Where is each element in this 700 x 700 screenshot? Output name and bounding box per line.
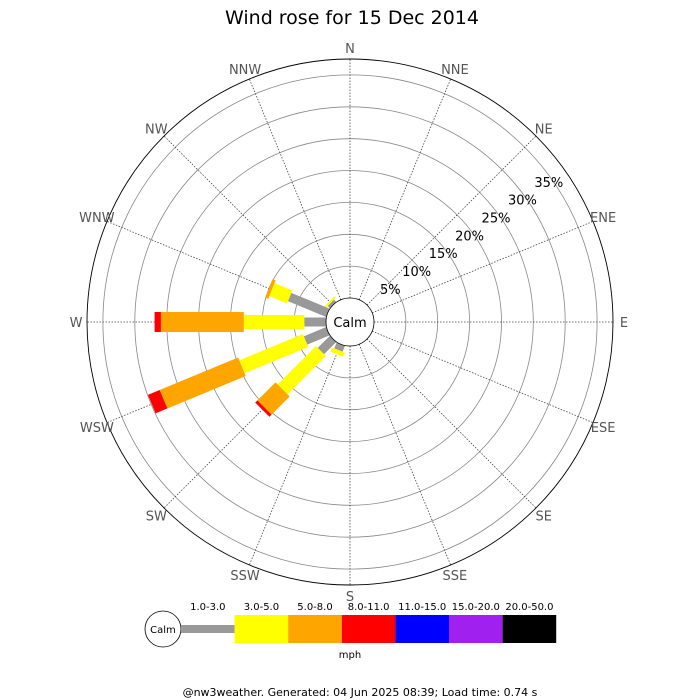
bar-wsw-bin-4 [147,389,168,414]
spoke-ssw [248,344,342,566]
legend-swatch-7 [502,615,557,643]
bar-wnw-bin-1 [287,292,330,317]
direction-label-nnw: NNW [229,63,261,78]
legend-label-2: 3.0-5.0 [244,602,279,613]
spoke-ese [372,330,594,424]
direction-label-ne: NE [535,122,553,137]
direction-label-sse: SSE [443,569,468,584]
direction-label-s: S [346,590,354,605]
spoke-se [366,338,537,509]
direction-label-ssw: SSW [230,569,260,584]
direction-label-se: SE [535,510,551,525]
spoke-sse [358,344,452,566]
spoke-nw [163,135,334,306]
legend-swatch-5 [395,615,449,643]
legend-swatch-4 [341,615,396,643]
direction-label-nne: NNE [441,63,469,78]
ring-label-7: 35% [534,176,563,191]
legend-unit: mph [339,650,361,661]
direction-label-wsw: WSW [80,421,114,436]
outer-ring [86,58,614,586]
direction-label-ene: ENE [590,211,616,226]
direction-labels: N NNE NE ENE E ESE SE SSE S SSW SW WSW W WNW NW NNW [70,42,629,605]
grid-ring-6 [134,106,566,538]
bar-wnw-bin-3 [265,279,276,299]
legend-swatch-1 [181,625,235,633]
wind-bars [147,279,345,417]
bar-wsw-bin-3 [159,357,246,409]
direction-label-w: W [70,316,83,331]
legend-label-5: 11.0-15.0 [398,602,446,613]
direction-label-n: N [345,42,355,57]
ring-label-3: 15% [429,247,458,262]
bar-wnw-bin-2 [269,283,293,304]
calm-label: Calm [333,316,366,331]
chart-title: Wind rose for 15 Dec 2014 [225,7,479,29]
calm-center: Calm [325,297,375,347]
legend-label-3: 5.0-8.0 [297,602,332,613]
direction-label-sw: SW [146,510,167,525]
legend-swatch-2 [234,615,289,643]
bar-sw-bin-3 [257,382,290,415]
legend-swatch-6 [449,615,503,643]
bar-sw-bin-1 [317,335,337,355]
bar-ssw-bin-2 [330,347,345,357]
bar-sw-bin-2 [277,346,326,395]
legend-label-6: 15.0-20.0 [452,602,500,613]
legend-label-7: 20.0-50.0 [505,602,553,613]
ring-label-1: 5% [380,283,401,298]
calm-circle [325,297,375,347]
legend-items: 1.0-3.0 3.0-5.0 5.0-8.0 8.0-11.0 11.0-15.0 15… [181,602,557,643]
ring-label-4: 20% [455,229,484,244]
bar-wsw-bin-1 [303,327,330,345]
direction-label-nw: NW [145,122,168,137]
spoke-ne [366,135,537,306]
bar-nw-bin-1 [327,299,337,309]
legend-calm-label: Calm [150,625,176,636]
ring-label-5: 25% [482,212,511,227]
direction-label-e: E [620,316,628,331]
bar-ssw-bin-1 [334,342,345,352]
legend-label-4: 8.0-11.0 [348,602,390,613]
ring-percent-labels: 5%10% 15% 20% 25% 30% 35% [380,176,563,298]
ring-label-6: 30% [508,194,537,209]
ring-label-2: 10% [402,265,431,280]
bar-sw-bin-4 [255,400,272,417]
legend-swatch-3 [288,615,342,643]
direction-label-ese: ESE [591,421,616,436]
bar-nw-bin-2 [324,296,336,308]
spoke-ene [372,220,594,314]
speed-legend: Calm 1.0-3.0 3.0-5.0 5.0-8.0 8.0-11.0 11.0-1… [144,602,557,661]
direction-label-wnw: WNW [79,211,115,226]
legend-label-1: 1.0-3.0 [190,602,225,613]
spoke-nne [358,78,452,300]
spoke-nnw [248,78,342,300]
footer-text: @nw3weather. Generated: 04 Jun 2025 08:3… [183,686,538,699]
bar-wsw-bin-2 [239,334,309,374]
